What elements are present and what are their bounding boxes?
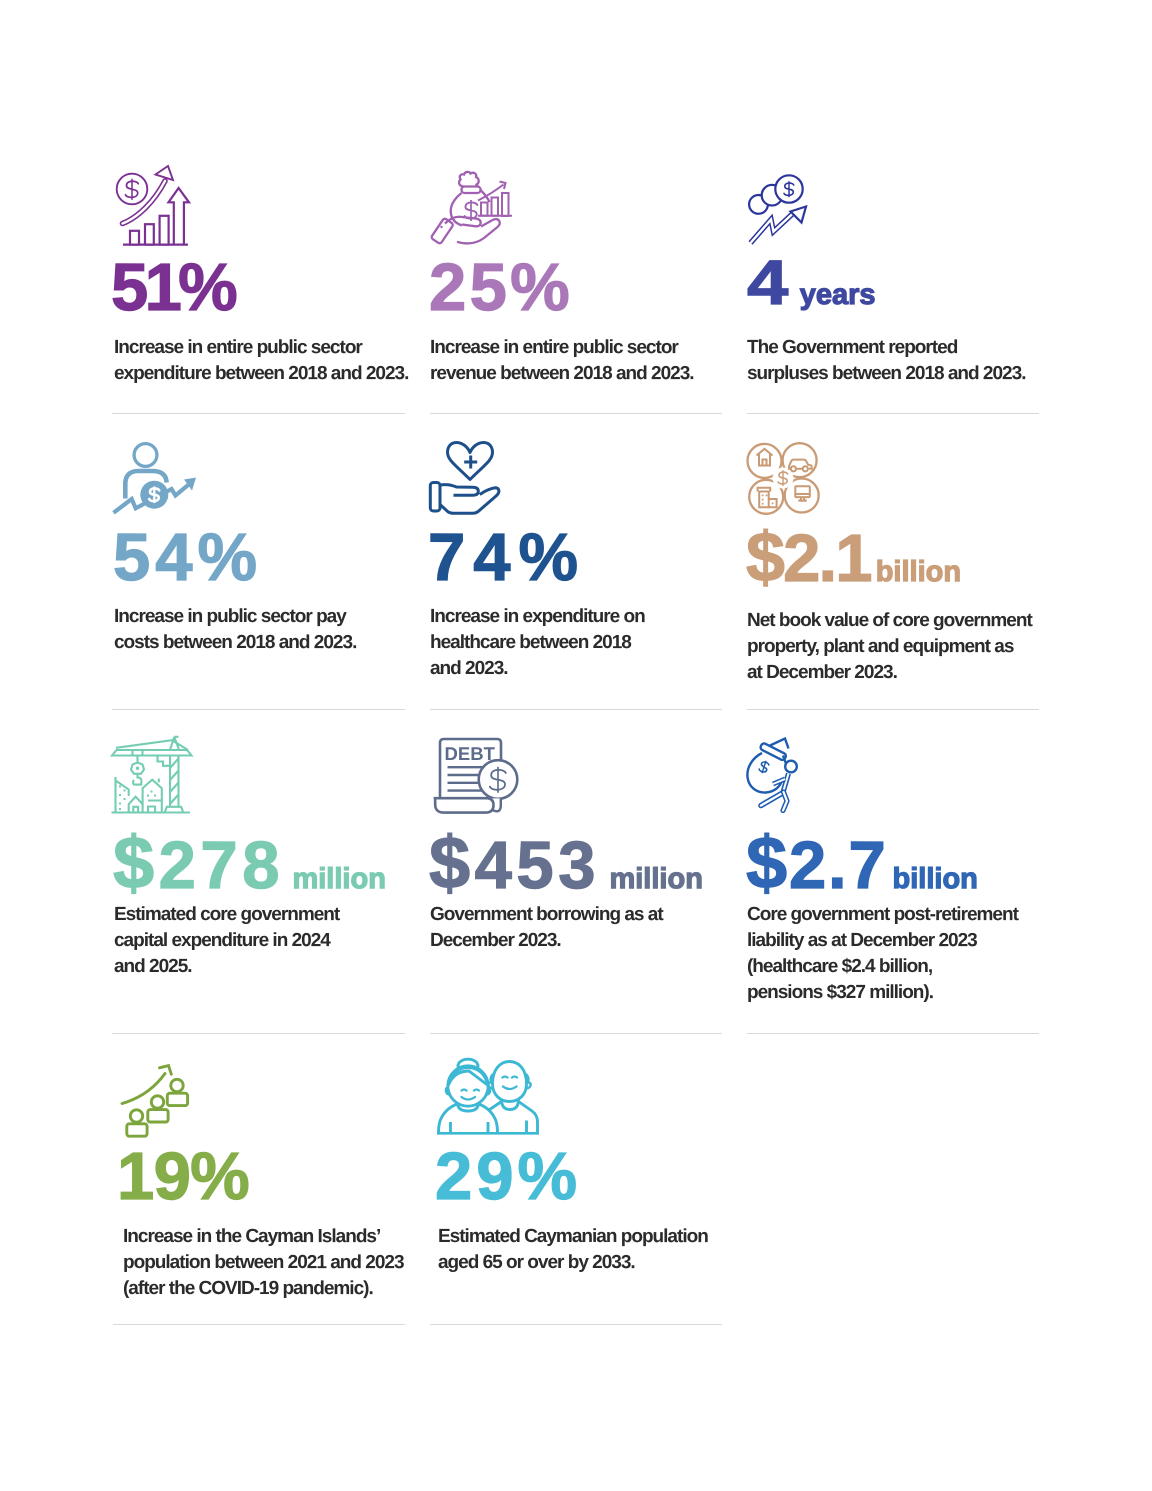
svg-text:DEBT: DEBT	[444, 743, 495, 764]
